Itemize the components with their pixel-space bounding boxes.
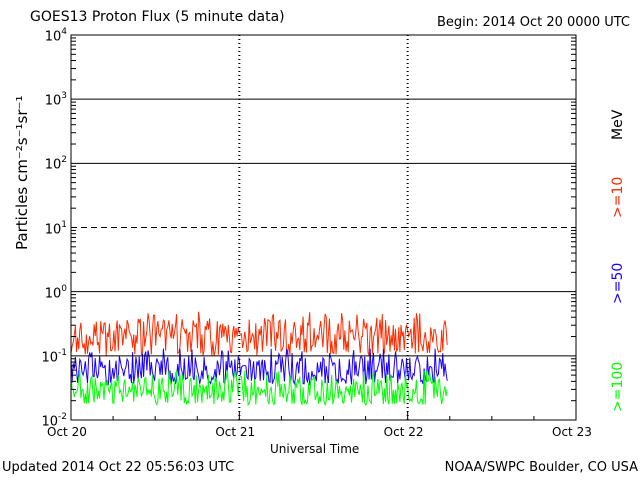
plot-frame [70, 34, 577, 421]
y-tick-label: 10-2 [41, 412, 67, 430]
plot-series-group [70, 311, 448, 407]
y-tick-label: 104 [44, 27, 67, 45]
legend-entry: >=50 [610, 262, 626, 304]
series-line [70, 370, 448, 407]
begin-time-label: Begin: 2014 Oct 20 0000 UTC [436, 15, 630, 30]
y-tick-label: 100 [44, 283, 67, 301]
y-tick-label: 102 [44, 155, 67, 173]
legend-unit: MeV [610, 109, 626, 140]
legend-entry: >=10 [610, 176, 626, 218]
series-line [70, 348, 448, 387]
legend-entry: >=100 [610, 361, 626, 412]
x-tick-label: Oct 20 [47, 425, 87, 439]
updated-timestamp: Updated 2014 Oct 22 05:56:03 UTC [2, 460, 235, 475]
x-axis-label: Universal Time [270, 442, 360, 456]
y-tick-label: 10-1 [41, 347, 67, 366]
series-line [70, 311, 448, 356]
chart-title: GOES13 Proton Flux (5 minute data) [30, 9, 285, 25]
x-tick-label: Oct 23 [552, 425, 592, 439]
x-tick-label: Oct 22 [383, 425, 424, 439]
x-tick-label: Oct 21 [215, 425, 256, 439]
credit-label: NOAA/SWPC Boulder, CO USA [444, 460, 638, 475]
y-tick-label: 103 [44, 91, 67, 109]
y-tick-label: 101 [44, 219, 67, 237]
